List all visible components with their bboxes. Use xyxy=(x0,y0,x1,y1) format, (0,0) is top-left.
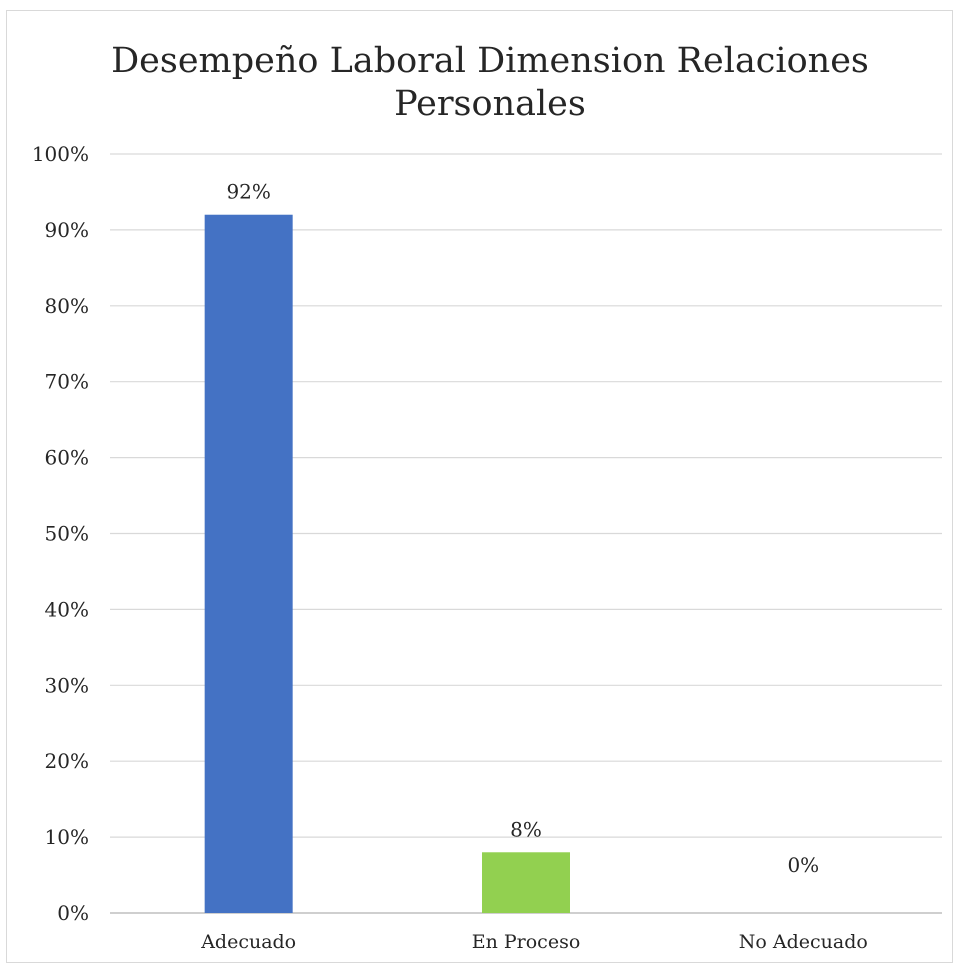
y-tick-label: 60% xyxy=(45,446,89,470)
chart-title-line-2: Personales xyxy=(394,84,586,124)
data-labels: 92% 8% 0% xyxy=(226,180,819,877)
y-tick-label: 50% xyxy=(45,522,89,546)
chart-title: Desempeño Laboral Dimension Relaciones P… xyxy=(111,41,869,124)
x-axis-category-labels: Adecuado En Proceso No Adecuado xyxy=(200,931,868,953)
y-tick-label: 30% xyxy=(45,673,89,697)
y-tick-label: 20% xyxy=(45,749,89,773)
bar xyxy=(204,214,293,914)
y-tick-label: 10% xyxy=(45,825,89,849)
x-category-label: Adecuado xyxy=(200,931,296,953)
data-label: 0% xyxy=(787,853,819,877)
y-tick-label: 90% xyxy=(45,218,89,242)
bar xyxy=(482,852,570,913)
y-tick-label: 40% xyxy=(45,597,89,621)
y-tick-label: 80% xyxy=(45,294,89,318)
y-axis-tick-labels: 0% 10% 20% 30% 40% 50% 60% 70% 80% 90% 100% xyxy=(32,142,89,925)
y-tick-label: 100% xyxy=(32,142,89,166)
bars xyxy=(204,214,570,914)
y-tick-label: 70% xyxy=(45,370,89,394)
x-category-label: No Adecuado xyxy=(739,931,868,953)
data-label: 8% xyxy=(510,817,542,841)
chart-title-line-1: Desempeño Laboral Dimension Relaciones xyxy=(111,41,869,81)
chart-frame xyxy=(6,10,953,963)
y-tick-label: 0% xyxy=(57,901,89,925)
data-label: 92% xyxy=(226,180,270,204)
x-category-label: En Proceso xyxy=(472,931,581,953)
